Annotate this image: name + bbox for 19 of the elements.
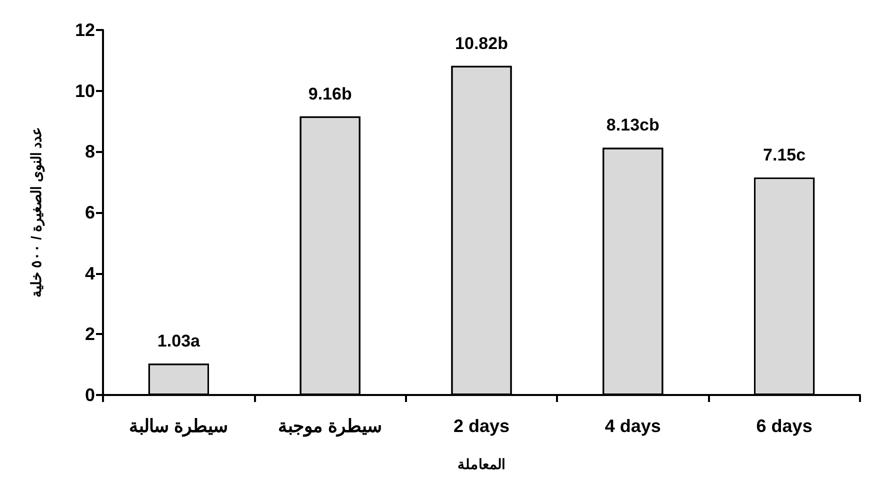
data-label: 10.82b xyxy=(455,34,508,53)
x-tick-label: سيطرة موجبة xyxy=(278,416,382,437)
y-tick-label: 6 xyxy=(84,202,95,222)
y-tick-label: 4 xyxy=(84,263,95,284)
y-tick-label: 8 xyxy=(84,142,95,162)
data-label: 7.15c xyxy=(763,146,806,165)
data-label: 8.13cb xyxy=(606,116,660,135)
data-label: 9.16b xyxy=(308,84,352,104)
x-tick-label: 4 days xyxy=(604,416,661,436)
data-label: 1.03a xyxy=(157,332,201,351)
x-tick-label: 2 days xyxy=(453,416,510,436)
y-tick-label: 10 xyxy=(74,80,95,101)
y-axis-title: عدد النوى الصغيرة / ٥٠٠ خلية xyxy=(28,127,45,298)
y-tick-label: 2 xyxy=(84,324,95,344)
y-tick-label: 12 xyxy=(74,20,95,40)
x-tick-label: سيطرة سالبة xyxy=(129,416,228,437)
x-axis-title: المعاملة xyxy=(458,456,506,472)
x-tick-label: 6 days xyxy=(756,416,812,436)
y-tick-label: 0 xyxy=(84,385,95,405)
